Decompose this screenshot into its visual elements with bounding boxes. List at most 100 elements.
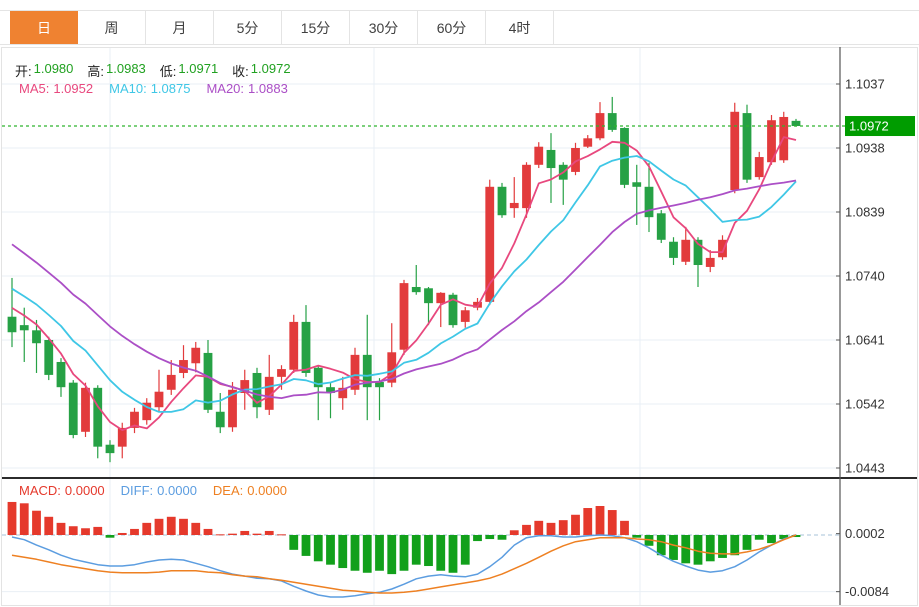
macd-bar: [32, 510, 41, 535]
price-tick-label: 1.0542: [845, 396, 885, 411]
ma20-line: [11, 179, 797, 400]
macd-bar: [166, 516, 176, 535]
dea-pair: DEA: 0.0000: [213, 483, 287, 498]
diff-label: DIFF:: [120, 483, 154, 498]
candle-body: [19, 325, 29, 331]
candle-body: [767, 120, 776, 163]
candle-body: [681, 239, 691, 262]
candle-body: [228, 389, 237, 428]
macd-bar: [142, 522, 152, 535]
candle-body: [595, 113, 605, 139]
macd-bar: [44, 516, 54, 535]
candle-body: [730, 111, 740, 191]
price-tick-label: 1.1037: [845, 77, 885, 92]
candle-body: [546, 149, 556, 169]
macd-bar: [791, 535, 801, 538]
macd-bar: [497, 535, 507, 540]
candle-body: [509, 202, 519, 209]
tab-周[interactable]: 周: [78, 11, 146, 44]
tab-5分[interactable]: 5分: [214, 11, 282, 44]
candle-body: [656, 213, 666, 240]
open-value: 1.0980: [33, 61, 74, 76]
candle-body: [44, 339, 54, 375]
macd-bar: [571, 514, 580, 535]
candle-body: [607, 113, 617, 130]
candle-body: [240, 380, 250, 394]
macd-bar: [289, 535, 299, 550]
candle-body: [448, 294, 458, 326]
ma10-pair: MA10: 1.0875: [109, 81, 190, 96]
macd-legend: MACD: 0.0000 DIFF: 0.0000 DEA: 0.0000: [19, 483, 287, 498]
macd-bar: [436, 535, 446, 571]
tab-15分[interactable]: 15分: [282, 11, 350, 44]
macd-tick-label: -0.0084: [845, 584, 889, 599]
candle-body: [32, 330, 41, 344]
macd-bar: [179, 518, 188, 535]
macd-bar: [522, 524, 531, 535]
macd-bar: [105, 535, 115, 538]
macd-bar: [546, 522, 556, 535]
macd-bar: [117, 532, 127, 535]
macd-bar: [558, 520, 568, 535]
candle-body: [252, 372, 262, 408]
low-value: 1.0971: [178, 61, 219, 76]
candle-body: [142, 402, 152, 421]
ma10-label: MA10:: [109, 81, 147, 96]
macd-bar: [754, 535, 764, 540]
candle-body: [264, 376, 274, 410]
candle-body: [289, 321, 299, 370]
macd-bar: [362, 535, 372, 573]
ma5-line: [11, 136, 797, 432]
macd-bar: [350, 535, 360, 571]
macd-bar: [19, 503, 29, 535]
macd-bar: [730, 535, 740, 556]
candle-body: [350, 354, 360, 390]
candle-body: [632, 182, 642, 187]
open-pair: 开: 1.0980: [15, 61, 73, 80]
candle-body: [166, 374, 176, 390]
tab-4时[interactable]: 4时: [486, 11, 554, 44]
candle-body: [326, 387, 335, 394]
candle-body: [522, 164, 531, 209]
candle-body: [399, 283, 409, 350]
macd-bar: [485, 535, 495, 540]
macd-bar: [693, 535, 703, 565]
candle-body: [154, 391, 164, 408]
macd-bar: [448, 535, 458, 573]
macd-bar: [779, 535, 789, 540]
ma-legend: MA5: 1.0952 MA10: 1.0875 MA20: 1.0883: [19, 81, 288, 96]
macd-bar: [375, 535, 384, 571]
tab-日[interactable]: 日: [10, 11, 78, 44]
current-price-label: 1.0972: [849, 119, 889, 134]
macd-bar: [326, 535, 335, 565]
tab-60分[interactable]: 60分: [418, 11, 486, 44]
candle-body: [117, 427, 127, 447]
ma20-pair: MA20: 1.0883: [206, 81, 287, 96]
current-price-badge: [845, 116, 915, 137]
candle-body: [718, 239, 727, 258]
candle-body: [130, 411, 139, 428]
tab-30分[interactable]: 30分: [350, 11, 418, 44]
diff-line: [11, 534, 797, 598]
macd-bar: [228, 533, 237, 535]
diff-value: 0.0000: [157, 483, 197, 498]
dea-value: 0.0000: [247, 483, 288, 498]
high-pair: 高: 1.0983: [87, 61, 145, 80]
candle-body: [56, 361, 66, 388]
macd-bar: [338, 535, 348, 569]
price-tick-label: 1.0740: [845, 268, 885, 283]
macd-bar: [215, 534, 225, 536]
macd-bar: [301, 535, 311, 556]
candle-body: [277, 369, 286, 377]
close-pair: 收: 1.0972: [232, 61, 290, 80]
candle-body: [411, 286, 421, 293]
tab-月[interactable]: 月: [146, 11, 214, 44]
macd-bar: [399, 535, 409, 571]
high-label: 高:: [87, 64, 105, 79]
candle-body: [179, 360, 188, 373]
candle-body: [436, 292, 446, 304]
candle-body: [497, 186, 507, 216]
dea-line: [11, 534, 797, 594]
